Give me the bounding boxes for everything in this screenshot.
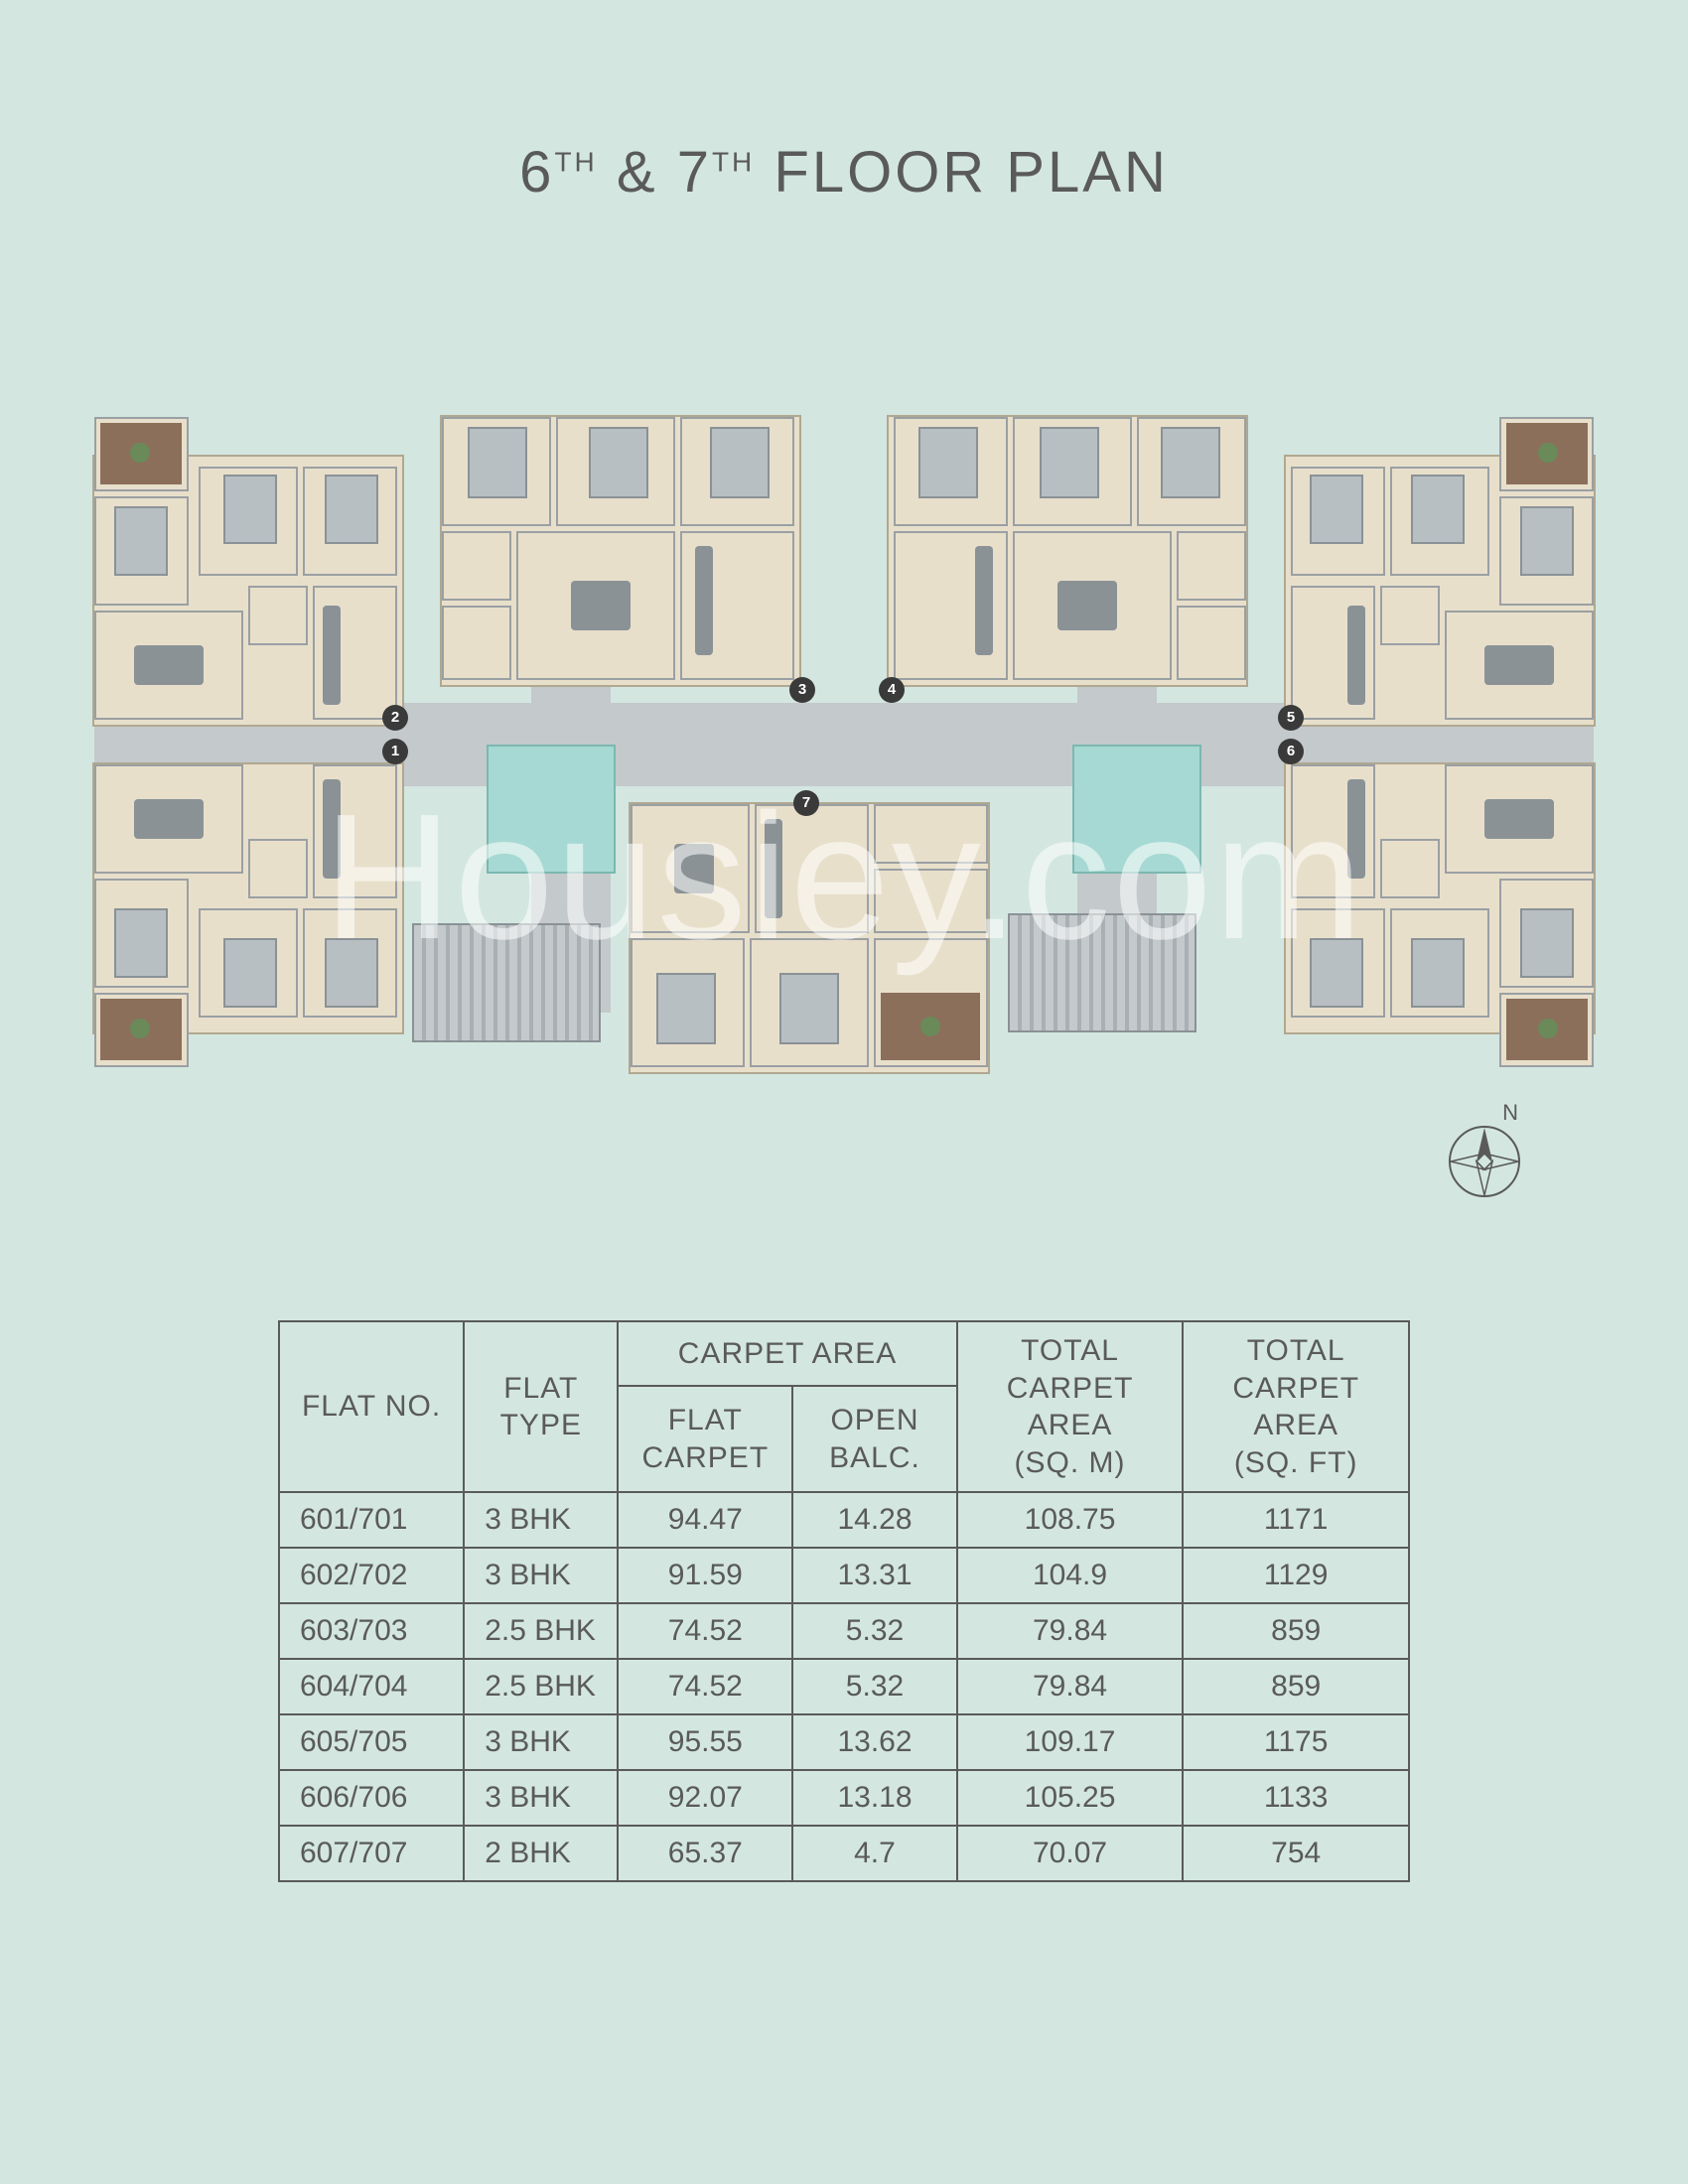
floorplan: 1 2 3 4 5 6 7 — [94, 417, 1594, 1072]
unit-marker: 7 — [793, 790, 819, 816]
compass-icon: N — [1445, 1122, 1524, 1201]
table-row: 601/7013 BHK94.4714.28108.751171 — [279, 1492, 1409, 1548]
table-row: 603/7032.5 BHK74.525.3279.84859 — [279, 1603, 1409, 1659]
table-row: 605/7053 BHK95.5513.62109.171175 — [279, 1714, 1409, 1770]
courtyard-pool — [1072, 745, 1201, 874]
title-7: 7 — [677, 140, 712, 205]
col-flat-type: FLAT TYPE — [464, 1321, 618, 1492]
title-6: 6 — [519, 140, 554, 205]
area-table: FLAT NO. FLAT TYPE CARPET AREA TOTALCARP… — [278, 1320, 1410, 1882]
col-group-carpet: CARPET AREA — [618, 1321, 956, 1386]
unit-block — [889, 417, 1246, 685]
unit-marker: 3 — [789, 677, 815, 703]
col-flat-carpet: FLATCARPET — [618, 1386, 792, 1492]
table-row: 602/7023 BHK91.5913.31104.91129 — [279, 1548, 1409, 1603]
unit-block — [94, 764, 402, 1032]
table-body: 601/7013 BHK94.4714.28108.751171 602/702… — [279, 1492, 1409, 1881]
unit-marker: 6 — [1278, 739, 1304, 764]
col-total-sqm: TOTALCARPETAREA(SQ. M) — [957, 1321, 1184, 1492]
unit-block — [1286, 457, 1594, 725]
table-row: 606/7063 BHK92.0713.18105.251133 — [279, 1770, 1409, 1826]
unit-block — [1286, 764, 1594, 1032]
unit-marker: 1 — [382, 739, 408, 764]
unit-marker: 5 — [1278, 705, 1304, 731]
page-title: 6TH & 7TH FLOOR PLAN — [0, 0, 1688, 205]
col-flat-no: FLAT NO. — [279, 1321, 464, 1492]
unit-marker: 2 — [382, 705, 408, 731]
staircase — [1008, 913, 1196, 1032]
staircase — [412, 923, 601, 1042]
title-rest: FLOOR PLAN — [755, 140, 1169, 205]
table-row: 607/7072 BHK65.374.770.07754 — [279, 1826, 1409, 1881]
title-th1: TH — [554, 147, 597, 178]
unit-marker: 4 — [879, 677, 905, 703]
table-row: 604/7042.5 BHK74.525.3279.84859 — [279, 1659, 1409, 1714]
col-open-balc: OPENBALC. — [792, 1386, 957, 1492]
title-amp: & — [598, 140, 677, 205]
unit-block — [442, 417, 799, 685]
unit-block — [631, 804, 988, 1072]
courtyard-pool — [487, 745, 616, 874]
unit-block — [94, 457, 402, 725]
compass-north-label: N — [1502, 1100, 1518, 1126]
title-th2: TH — [712, 147, 755, 178]
col-total-sqft: TOTALCARPETAREA(SQ. FT) — [1183, 1321, 1409, 1492]
